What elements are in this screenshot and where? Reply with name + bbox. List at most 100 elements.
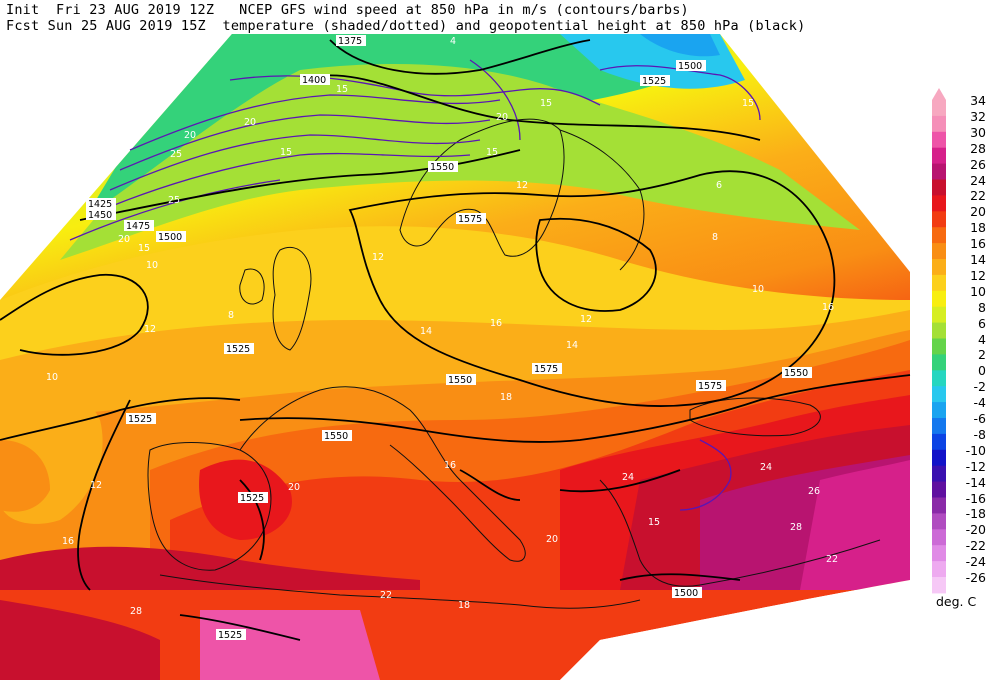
height-label: 1500 [672, 587, 702, 599]
height-label: 1550 [446, 374, 476, 386]
height-label: 1425 [86, 198, 116, 210]
svg-text:20: 20 [184, 130, 196, 141]
colorbar-tick-label: -14 [965, 474, 986, 490]
svg-text:12: 12 [516, 180, 528, 191]
coastlines [147, 118, 881, 609]
height-label: 1550 [428, 161, 458, 173]
colorbar-swatch [932, 274, 946, 292]
svg-text:16: 16 [62, 536, 74, 547]
svg-text:1575: 1575 [458, 214, 482, 225]
height-label: 1500 [156, 231, 186, 243]
height-label: 1550 [322, 430, 352, 442]
colorbar-tick-label: 0 [978, 363, 986, 379]
height-label: 1525 [216, 629, 246, 641]
svg-text:24: 24 [622, 472, 634, 483]
colorbar-swatch [932, 370, 946, 387]
colorbar-tick-label: -22 [965, 538, 986, 554]
svg-text:1525: 1525 [218, 630, 242, 641]
colorbar-tick-label: 30 [970, 124, 986, 140]
height-label: 1475 [124, 220, 154, 232]
height-label: 1525 [126, 413, 156, 425]
colorbar-swatch [932, 147, 946, 165]
colorbar-tick-label: 22 [970, 188, 986, 204]
colorbar-tick-label: 24 [970, 172, 986, 188]
colorbar-swatch [932, 100, 946, 117]
height-label: 1550 [782, 367, 812, 379]
colorbar-swatch [932, 386, 946, 403]
colorbar-tick-label: 28 [970, 140, 986, 156]
svg-text:1425: 1425 [88, 199, 112, 210]
svg-text:10: 10 [752, 284, 764, 295]
wind-labels: 15 20 25 15 20 15 15 20 25 15 15 20 15 [118, 84, 754, 528]
height-label: 1525 [224, 343, 254, 355]
colorbar-swatch [932, 115, 946, 133]
colorbar-swatch [932, 163, 946, 180]
colorbar-swatch [932, 306, 946, 324]
height-label: 1575 [696, 380, 726, 392]
colorbar-tick-label: 6 [978, 315, 986, 331]
svg-text:14: 14 [566, 340, 578, 351]
colorbar-unit: deg. C [936, 594, 977, 609]
header-forecast-line: Fcst Sun 25 AUG 2019 15Z temperature (sh… [6, 18, 806, 34]
colorbar-swatch [932, 402, 946, 419]
colorbar-swatch [932, 227, 946, 244]
colorbar-swatch [932, 449, 946, 467]
svg-text:15: 15 [486, 147, 498, 158]
svg-text:1500: 1500 [678, 61, 702, 72]
colorbar-tick-label: 4 [978, 331, 986, 347]
svg-text:1550: 1550 [430, 162, 454, 173]
svg-text:12: 12 [90, 480, 102, 491]
header-init-line: Init Fri 23 AUG 2019 12Z NCEP GFS wind s… [6, 2, 689, 18]
svg-text:20: 20 [118, 234, 130, 245]
svg-text:14: 14 [420, 326, 432, 337]
svg-text:1525: 1525 [226, 344, 250, 355]
colorbar-swatch [932, 418, 946, 435]
svg-text:18: 18 [500, 392, 512, 403]
svg-text:15: 15 [648, 517, 660, 528]
height-label: 1525 [640, 75, 670, 87]
colorbar-tick-label: -16 [965, 490, 986, 506]
height-label: 1375 [336, 35, 366, 47]
colorbar-swatch [932, 243, 946, 260]
svg-text:10: 10 [146, 260, 158, 271]
colorbar-tick-label: 26 [970, 156, 986, 172]
svg-text:1500: 1500 [674, 588, 698, 599]
colorbar-tick-label: -2 [973, 379, 986, 395]
colorbar-tick-label: -18 [965, 506, 986, 522]
svg-text:28: 28 [790, 522, 802, 533]
svg-text:24: 24 [760, 462, 772, 473]
colorbar-tick-label: 20 [970, 204, 986, 220]
svg-text:15: 15 [540, 98, 552, 109]
colorbar-tick-label: -8 [973, 426, 986, 442]
colorbar-arrow [932, 88, 946, 100]
colorbar-swatch [932, 577, 946, 594]
svg-text:1475: 1475 [126, 221, 150, 232]
svg-text:1450: 1450 [88, 210, 112, 221]
svg-text:10: 10 [46, 372, 58, 383]
colorbar-swatch [932, 179, 946, 196]
colorbar-swatch [932, 322, 946, 339]
svg-text:1525: 1525 [128, 414, 152, 425]
svg-text:15: 15 [336, 84, 348, 95]
svg-text:1375: 1375 [338, 36, 362, 47]
colorbar-swatch [932, 338, 946, 355]
colorbar-tick-label: 14 [970, 252, 986, 267]
height-label: 1450 [86, 209, 116, 221]
svg-text:1550: 1550 [448, 375, 472, 386]
svg-text:28: 28 [130, 606, 142, 617]
svg-text:26: 26 [808, 486, 820, 497]
colorbar-tick-label: -12 [965, 458, 986, 474]
svg-text:12: 12 [580, 314, 592, 325]
temperature-colorbar [932, 88, 946, 594]
colorbar-swatch [932, 433, 946, 451]
svg-text:15: 15 [742, 98, 754, 109]
svg-text:12: 12 [144, 324, 156, 335]
height-label: 1575 [532, 363, 562, 375]
colorbar-swatch [932, 195, 946, 212]
colorbar-tick-label: -26 [965, 570, 986, 585]
svg-text:1575: 1575 [534, 364, 558, 375]
colorbar-tick-label: 8 [978, 299, 986, 315]
svg-text:20: 20 [288, 482, 300, 493]
